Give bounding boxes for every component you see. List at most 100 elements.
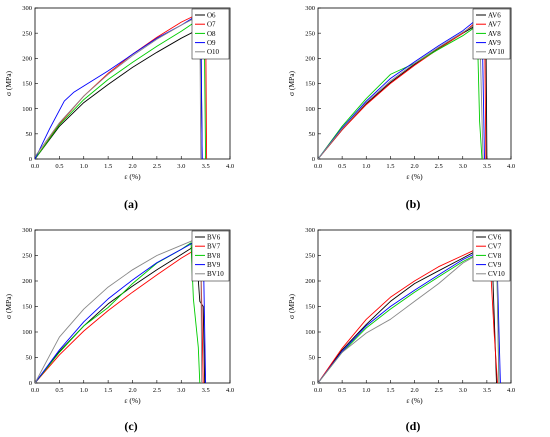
- series-line-cv8: [318, 244, 500, 383]
- series-line-bv8: [35, 242, 201, 383]
- x-tick-label: 1.5: [386, 387, 394, 394]
- x-tick-label: 2.0: [128, 387, 136, 394]
- legend-box: [191, 230, 230, 282]
- x-tick-label: 3.5: [483, 163, 491, 170]
- legend-entry-o8: O8: [207, 30, 216, 38]
- y-axis-label: σ (MPa): [4, 293, 13, 319]
- legend-box: [472, 8, 511, 60]
- legend-entry-bv10: BV10: [207, 270, 224, 278]
- legend-entry-bv8: BV8: [207, 252, 221, 260]
- x-tick-label: 3.0: [459, 163, 467, 170]
- series-line-bv7: [35, 248, 204, 383]
- series-line-cv7: [318, 243, 498, 383]
- legend-entry-cv8: CV8: [488, 252, 502, 260]
- x-tick-label: 2.5: [153, 387, 161, 394]
- legend-entry-cv9: CV9: [488, 261, 502, 269]
- legend-entry-cv10: CV10: [488, 270, 505, 278]
- x-tick-label: 1.0: [80, 387, 88, 394]
- x-tick-label: 4.0: [226, 163, 234, 170]
- series-lines: [318, 16, 488, 159]
- series-lines: [35, 238, 207, 383]
- x-tick-label: 3.5: [483, 387, 491, 394]
- legend-box: [191, 8, 230, 60]
- y-tick-label: 0: [29, 380, 32, 387]
- x-tick-label: 3.5: [202, 387, 210, 394]
- chart-panel-4: 0.0 0.5 1.0 1.5 2.0 2.5 3.0 3.5 4.0 0 50 100 150 200 2…: [287, 227, 515, 433]
- y-tick-label: 150: [305, 304, 315, 311]
- legend-entry-o6: O6: [207, 11, 216, 19]
- x-tick-label: 3.0: [177, 387, 185, 394]
- x-tick-label: 0.5: [55, 387, 63, 394]
- series-line-av10: [318, 21, 484, 159]
- chart-panel-2: 0.0 0.5 1.0 1.5 2.0 2.5 3.0 3.5 4.0 0 50 100 150 200 2…: [287, 5, 515, 211]
- series-line-cv6: [318, 243, 497, 383]
- legend-entry-cv7: CV7: [488, 243, 502, 251]
- x-tick-label: 2.0: [410, 387, 418, 394]
- series-line-bv9: [35, 240, 207, 383]
- y-tick-label: 100: [22, 106, 32, 113]
- y-tick-label: 50: [309, 131, 316, 138]
- series-lines: [35, 11, 208, 159]
- x-tick-label: 0.5: [338, 387, 346, 394]
- x-tick-label: 4.0: [226, 387, 234, 394]
- series-line-av6: [318, 21, 488, 159]
- x-tick-label: 2.0: [410, 163, 418, 170]
- legend-entry-o7: O7: [207, 21, 216, 29]
- y-tick-label: 300: [22, 5, 32, 12]
- y-tick-label: 150: [22, 304, 32, 311]
- x-tick-label: 0.0: [314, 163, 322, 170]
- legend-box: [472, 230, 511, 282]
- legend-entry-av10: AV10: [488, 48, 505, 56]
- x-tick-label: 0.5: [55, 163, 63, 170]
- series-line-av9: [318, 17, 485, 159]
- x-tick-label: 1.0: [80, 163, 88, 170]
- series-line-cv10: [318, 242, 500, 383]
- legend-entry-bv9: BV9: [207, 261, 221, 269]
- series-line-o6: [35, 27, 203, 159]
- legend-entry-bv6: BV6: [207, 233, 221, 241]
- chart-panel-1: 0.0 0.5 1.0 1.5 2.0 2.5 3.0 3.5 4.0 0 50 100 150 200 2…: [4, 5, 234, 211]
- x-tick-label: 1.0: [362, 163, 370, 170]
- legend-entry-cv6: CV6: [488, 233, 502, 241]
- y-tick-label: 200: [22, 56, 32, 63]
- series-line-o9: [35, 12, 203, 159]
- y-tick-label: 250: [22, 30, 32, 37]
- y-tick-label: 50: [26, 355, 33, 362]
- x-tick-label: 4.0: [507, 163, 515, 170]
- chart-panel-3: 0.0 0.5 1.0 1.5 2.0 2.5 3.0 3.5 4.0 0 50 100 150 200 2…: [4, 227, 234, 433]
- series-line-o7: [35, 11, 208, 159]
- y-tick-label: 0: [312, 156, 315, 163]
- y-tick-label: 250: [305, 253, 315, 260]
- legend-entry-av8: AV8: [488, 30, 501, 38]
- x-tick-label: 1.5: [104, 387, 112, 394]
- y-tick-label: 200: [22, 278, 32, 285]
- y-tick-label: 0: [312, 380, 315, 387]
- x-tick-label: 2.5: [435, 387, 443, 394]
- x-tick-label: 2.5: [435, 163, 443, 170]
- legend-entry-av7: AV7: [488, 21, 501, 29]
- panel-label: (b): [406, 197, 421, 211]
- x-axis-label: ε (%): [406, 396, 423, 405]
- y-tick-label: 150: [305, 81, 315, 88]
- y-tick-label: 50: [309, 355, 316, 362]
- legend-entry-o9: O9: [207, 39, 216, 47]
- y-axis-label: σ (MPa): [4, 70, 13, 96]
- legend-entry-av6: AV6: [488, 11, 501, 19]
- y-axis-label: σ (MPa): [287, 293, 296, 319]
- x-tick-label: 3.0: [177, 163, 185, 170]
- y-tick-label: 150: [22, 81, 32, 88]
- x-axis-label: ε (%): [124, 172, 141, 181]
- x-tick-label: 3.0: [459, 387, 467, 394]
- y-tick-label: 250: [22, 253, 32, 260]
- x-tick-label: 0.5: [338, 163, 346, 170]
- legend-entry-bv7: BV7: [207, 243, 221, 251]
- panel-label: (c): [124, 419, 137, 433]
- x-tick-label: 4.0: [507, 387, 515, 394]
- legend-entry-av9: AV9: [488, 39, 501, 47]
- x-axis-label: ε (%): [124, 396, 141, 405]
